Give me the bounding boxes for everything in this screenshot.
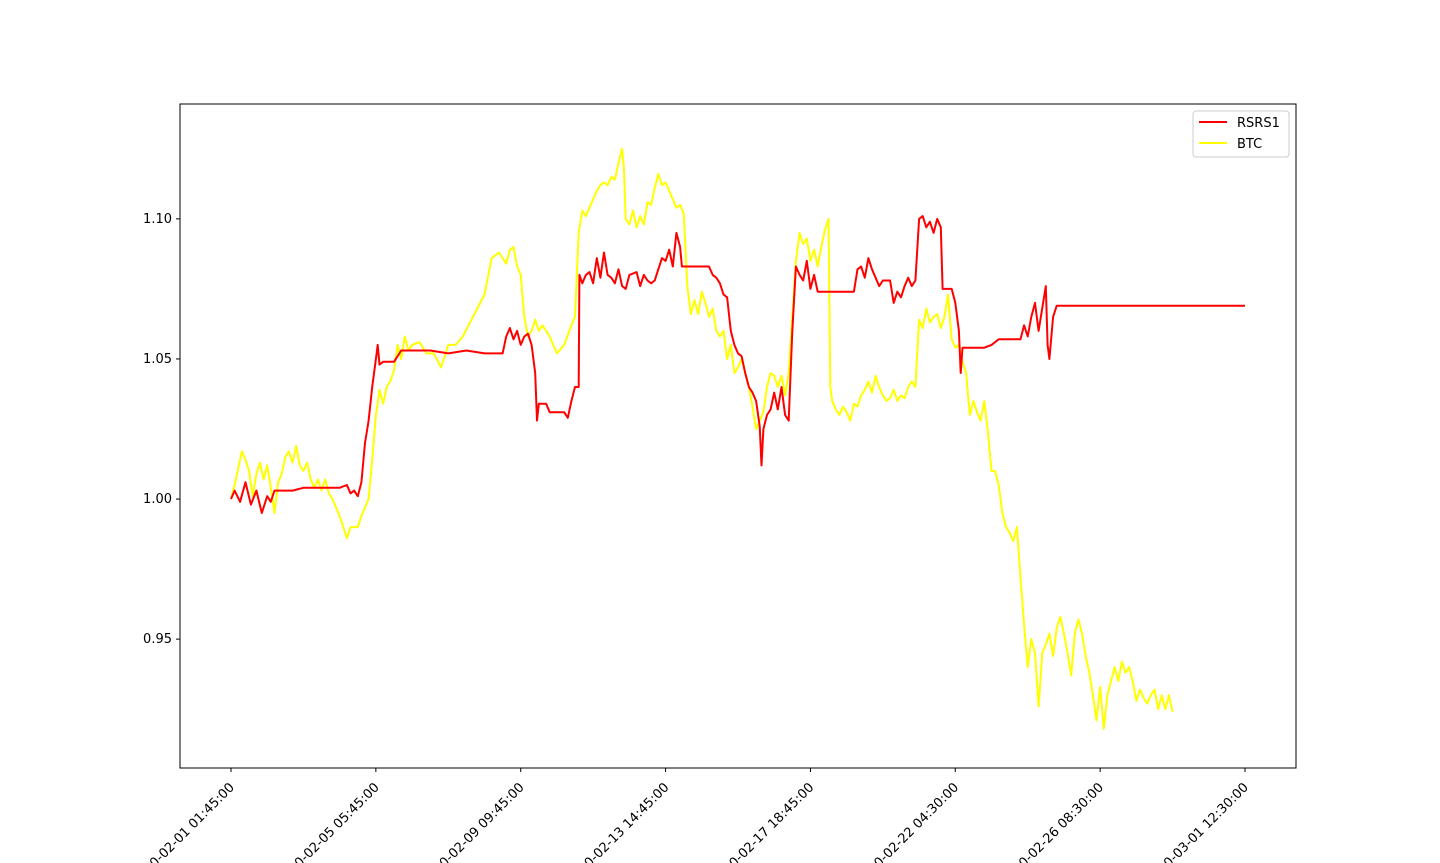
x-tick-label: 2020-02-26 08:30:00 (999, 780, 1107, 863)
series-line-rsrs1 (230, 215, 1245, 514)
y-tick-label: 1.10 (143, 212, 172, 227)
legend: RSRS1 BTC (1192, 110, 1290, 158)
legend-label: BTC (1237, 137, 1262, 152)
y-tick-label: 1.05 (143, 352, 172, 367)
y-tick-label: 0.95 (143, 632, 172, 647)
x-tick-label: 2020-02-09 09:45:00 (419, 780, 527, 863)
x-tick-label: 2020-02-13 14:45:00 (564, 780, 672, 863)
legend-label: RSRS1 (1237, 116, 1280, 131)
x-tick-label: 2020-02-17 18:45:00 (709, 780, 817, 863)
series-group (230, 147, 1245, 730)
x-tick-label: 2020-02-05 05:45:00 (274, 780, 382, 863)
y-tick-label: 1.00 (143, 492, 172, 507)
x-tick-label: 2020-03-01 12:30:00 (1144, 780, 1252, 863)
x-tick-label: 2020-02-22 04:30:00 (854, 780, 962, 863)
x-tick-label: 2020-02-01 01:45:00 (130, 780, 238, 863)
y-axis: 0.95 1.00 1.05 1.10 (143, 212, 180, 647)
x-axis: 2020-02-01 01:45:00 2020-02-05 05:45:00 20… (130, 768, 1252, 863)
